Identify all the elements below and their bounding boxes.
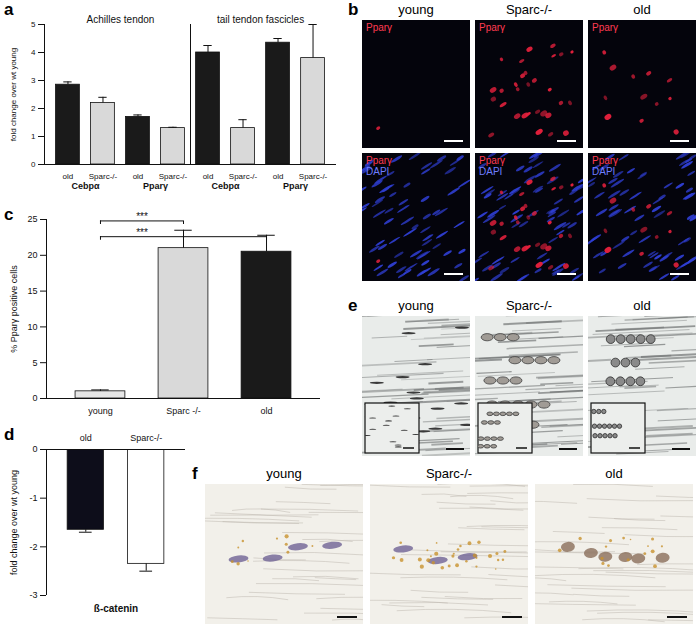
svg-text:15: 15 (27, 286, 37, 296)
html-text:old: old (605, 466, 623, 481)
svg-text:old: old (62, 172, 74, 182)
svg-text:***: *** (136, 227, 148, 238)
svg-text:Sparc-/-: Sparc-/- (298, 172, 328, 182)
svg-text:2: 2 (31, 104, 36, 113)
svg-text:4: 4 (31, 48, 36, 57)
svg-text:***: *** (136, 211, 148, 222)
html-text:Sparc-/-: Sparc-/- (425, 466, 473, 481)
svg-text:1: 1 (31, 132, 36, 141)
svg-text:0: 0 (32, 393, 37, 403)
html-text:e: e (348, 296, 358, 315)
html-text:old: old (633, 2, 651, 17)
svg-text:Pparγ: Pparγ (366, 155, 392, 166)
svg-text:-1: -1 (29, 493, 37, 503)
svg-text:Sparc-/-: Sparc-/- (158, 172, 188, 182)
svg-text:-2: -2 (29, 542, 37, 552)
svg-text:Pparγ: Pparγ (479, 155, 505, 166)
svg-text:tail tendon fascicles: tail tendon fascicles (217, 14, 304, 25)
html-text:young: young (266, 466, 302, 481)
html-text:d: d (4, 425, 15, 444)
html-text:old: old (633, 298, 651, 313)
svg-text:Cebpα: Cebpα (211, 181, 240, 191)
svg-text:10: 10 (27, 322, 37, 332)
svg-text:Achilles tendon: Achilles tendon (87, 14, 155, 25)
svg-text:25: 25 (27, 214, 37, 224)
svg-text:old: old (202, 172, 214, 182)
svg-text:Sparc-/-: Sparc-/- (88, 172, 118, 182)
svg-text:5: 5 (31, 20, 36, 29)
svg-text:fold change over wt young: fold change over wt young (9, 470, 19, 575)
html-text:young: young (398, 2, 434, 17)
svg-text:20: 20 (27, 250, 37, 260)
svg-text:Sparc-/-: Sparc-/- (130, 433, 162, 443)
svg-text:Pparγ: Pparγ (366, 22, 392, 33)
html-text:Sparc-/-: Sparc-/- (505, 298, 553, 313)
svg-text:3: 3 (31, 76, 36, 85)
html-text:c: c (4, 205, 14, 224)
svg-text:Cebpα: Cebpα (71, 181, 100, 191)
svg-text:Pparγ: Pparγ (479, 22, 505, 33)
svg-text:old: old (80, 433, 92, 443)
svg-text:ß-catenin: ß-catenin (94, 603, 138, 614)
svg-text:5: 5 (32, 358, 37, 368)
svg-text:-3: -3 (29, 590, 37, 600)
svg-text:DAPI: DAPI (366, 166, 389, 177)
svg-text:% Pparγ positive cells: % Pparγ positive cells (9, 265, 19, 353)
svg-text:0: 0 (32, 444, 37, 454)
html-text:Sparc-/-: Sparc-/- (505, 2, 553, 17)
svg-text:old: old (261, 406, 273, 416)
svg-text:Pparγ: Pparγ (283, 181, 308, 191)
svg-text:Sparc-/-: Sparc-/- (228, 172, 258, 182)
svg-text:0: 0 (31, 160, 36, 169)
html-text:b: b (348, 0, 359, 19)
html-text:f: f (192, 464, 198, 483)
svg-text:old: old (273, 172, 284, 181)
svg-text:Pparγ: Pparγ (592, 22, 618, 33)
svg-text:fold change over wt young: fold change over wt young (9, 48, 18, 141)
svg-text:DAPI: DAPI (479, 166, 502, 177)
svg-text:young: young (88, 406, 113, 416)
svg-text:DAPI: DAPI (592, 166, 615, 177)
svg-text:old: old (133, 172, 144, 181)
svg-text:Pparγ: Pparγ (592, 155, 618, 166)
html-text:a: a (4, 0, 14, 19)
html-text:young: young (398, 298, 434, 313)
svg-text:Sparc -/-: Sparc -/- (166, 406, 201, 416)
svg-text:Pparγ: Pparγ (143, 181, 168, 191)
